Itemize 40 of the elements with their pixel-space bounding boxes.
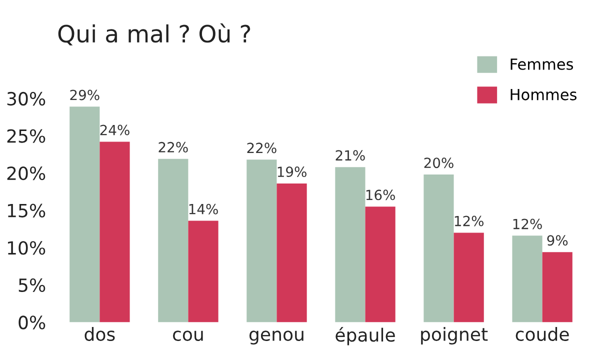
data-label: 22% (247, 142, 276, 154)
y-tick-label: 0% (18, 316, 46, 330)
bar (542, 252, 572, 322)
x-tick-label: épaule (336, 327, 395, 346)
bar (158, 158, 188, 322)
y-tick-label: 5% (18, 278, 46, 292)
data-label: 9% (547, 235, 568, 246)
bar (100, 142, 130, 322)
bar (70, 106, 100, 322)
bar (424, 174, 454, 322)
legend-label: Femmes (510, 58, 574, 70)
x-tick-label: dos (84, 327, 115, 342)
data-label: 14% (189, 204, 218, 214)
data-label: 20% (424, 158, 454, 168)
data-label: 12% (454, 216, 484, 226)
bar (246, 160, 277, 322)
bar (188, 220, 218, 322)
y-tick-label: 10% (8, 241, 46, 255)
legend-label: Hommes (510, 88, 577, 100)
chart-title: Qui a mal ? Où ? (58, 23, 250, 46)
x-tick-label: poignet (421, 327, 488, 345)
bar (454, 232, 484, 322)
y-tick-label: 15% (8, 204, 46, 218)
data-label: 16% (366, 190, 395, 200)
data-label: 19% (278, 166, 306, 178)
y-tick-label: 25% (7, 129, 46, 143)
data-label: 21% (336, 150, 365, 161)
data-label: 29% (70, 90, 100, 100)
bar (335, 167, 366, 322)
x-tick-label: cou (173, 330, 203, 342)
bar (365, 206, 396, 322)
bar (276, 183, 307, 322)
x-tick-label: coude (516, 327, 569, 342)
data-label: 12% (513, 218, 542, 230)
data-label: 22% (158, 142, 188, 152)
y-tick-label: 30% (7, 92, 46, 106)
y-tick-label: 20% (7, 166, 46, 180)
bar (512, 236, 542, 322)
x-tick-label: genou (249, 330, 304, 345)
data-label: 24% (100, 124, 130, 136)
